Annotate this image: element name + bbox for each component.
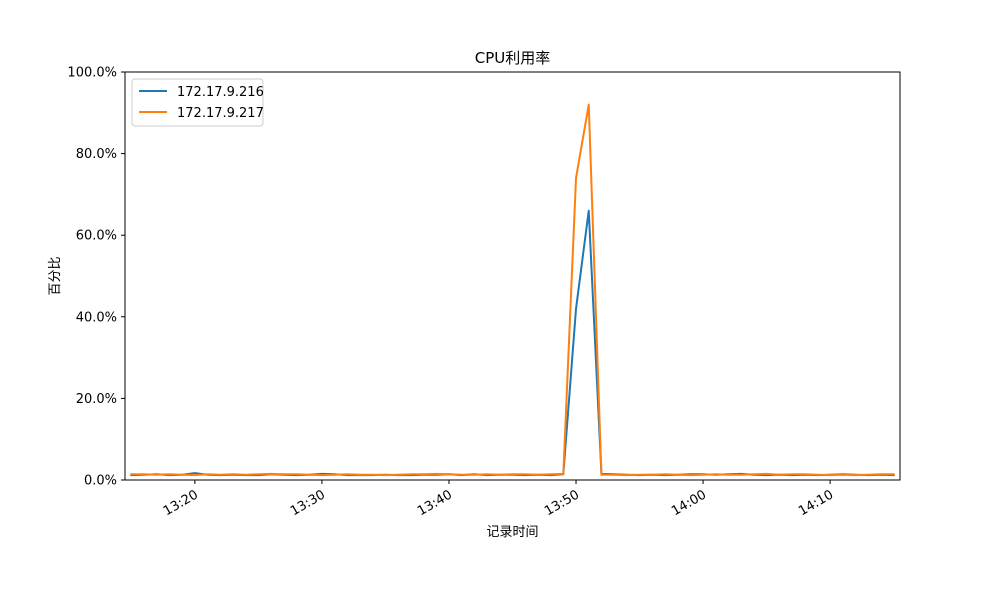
y-axis-title: 百分比 — [48, 256, 63, 295]
y-tick-label: 80.0% — [76, 147, 117, 162]
legend-label-1: 172.17.9.216 — [177, 85, 264, 100]
y-tick-label: 40.0% — [76, 310, 117, 325]
y-tick-label: 100.0% — [67, 66, 117, 81]
y-tick-label: 20.0% — [76, 392, 117, 407]
x-axis-title: 记录时间 — [486, 525, 538, 540]
y-tick-label: 60.0% — [76, 229, 117, 244]
series-lines — [130, 103, 895, 477]
chart-title: CPU利用率 — [475, 49, 551, 67]
plot-area — [125, 72, 900, 480]
y-axis: 0.0% 20.0% 40.0% 60.0% 80.0% 100.0% — [67, 66, 125, 489]
series-line-2 — [130, 103, 895, 477]
plot-frame — [124, 71, 901, 481]
legend: 172.17.9.216 172.17.9.217 — [131, 78, 264, 127]
legend-label-2: 172.17.9.217 — [177, 106, 264, 121]
y-tick-label: 0.0% — [84, 474, 117, 489]
